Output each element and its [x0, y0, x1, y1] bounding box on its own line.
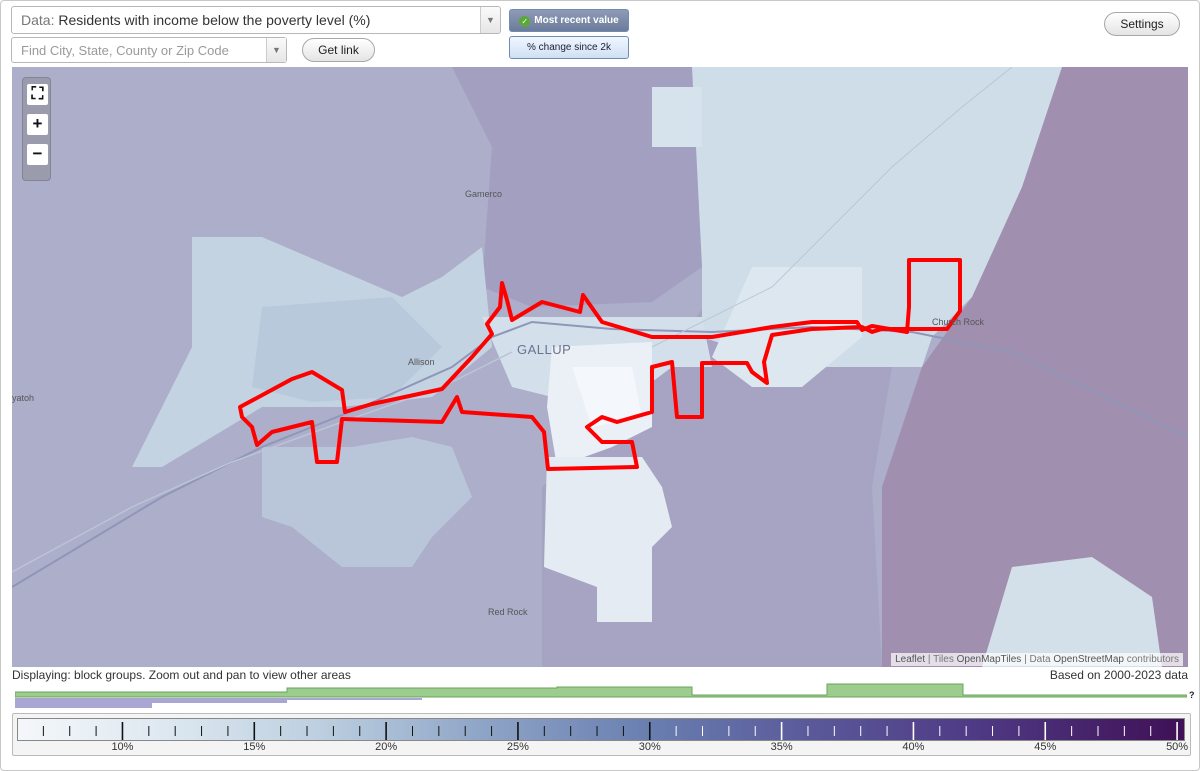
timeline-purple-band — [15, 698, 422, 703]
place-label-allison: Allison — [408, 357, 435, 367]
chevron-down-icon[interactable]: ▼ — [480, 7, 500, 33]
region-south-west — [262, 437, 472, 567]
legend-ticks — [42, 722, 1178, 740]
displaying-note: Displaying: block groups. Zoom out and p… — [12, 668, 351, 682]
timeline-help-icon[interactable]: ? — [1189, 690, 1195, 700]
highway-line — [12, 320, 1188, 588]
zoom-in-button[interactable]: + — [27, 114, 48, 135]
legend-tick-label: 35% — [770, 741, 793, 753]
percent-change-button[interactable]: % change since 2k — [509, 36, 629, 59]
most-recent-value-label: Most recent value — [534, 15, 619, 26]
region-se-light — [982, 557, 1162, 667]
legend-tick-label: 10% — [111, 741, 134, 753]
choropleth-layer — [12, 67, 1188, 667]
legend-tick-label: 25% — [506, 741, 529, 753]
search-input[interactable] — [12, 38, 262, 62]
legend-tick-label: 30% — [638, 741, 661, 753]
place-label-yatoh: yatoh — [12, 393, 35, 403]
place-label-gamerco: Gamerco — [465, 189, 503, 199]
chevron-down-icon[interactable]: ▼ — [266, 38, 286, 62]
data-select[interactable]: Data: Residents with income below the po… — [11, 6, 501, 34]
legend-tick-label: 15% — [243, 741, 266, 753]
zoom-out-button[interactable]: − — [27, 144, 48, 165]
region-east-purple — [882, 67, 1188, 667]
attribution-contrib: contributors — [1123, 654, 1179, 665]
timeline-green-band — [15, 683, 1187, 698]
river-line — [651, 67, 1013, 348]
city-label-gallup: GALLUP — [517, 342, 572, 357]
map-attribution: Leaflet | Tiles OpenMapTiles | Data Open… — [891, 653, 1183, 666]
location-search[interactable]: ▼ — [11, 37, 287, 63]
most-recent-value-button[interactable]: ✓ Most recent value — [509, 9, 629, 32]
attribution-sep: | Data — [1021, 654, 1054, 665]
color-legend: 10% 15% 20% 25% 30% 35% 40% 45% 50% — [12, 713, 1191, 756]
legend-tick-label: 45% — [1034, 741, 1057, 753]
leaflet-link[interactable]: Leaflet — [895, 654, 926, 665]
region-north-dark — [452, 67, 712, 307]
checkmark-icon: ✓ — [519, 16, 531, 27]
railway-line — [12, 351, 513, 573]
data-value: Residents with income below the poverty … — [58, 12, 371, 28]
zoom-controls: ⛶ + − — [22, 77, 51, 181]
get-link-button[interactable]: Get link — [302, 38, 375, 62]
legend-tick-label: 40% — [902, 741, 925, 753]
settings-button[interactable]: Settings — [1104, 12, 1180, 36]
timeline-purple-block — [15, 698, 152, 708]
legend-tick-label: 20% — [375, 741, 398, 753]
openstreetmap-link[interactable]: OpenStreetMap — [1053, 654, 1124, 665]
legend-gradient — [17, 718, 1185, 741]
fit-bounds-icon[interactable]: ⛶ — [27, 84, 48, 105]
region-south-light — [544, 457, 672, 622]
legend-tick-label: 50% — [1166, 741, 1189, 753]
attribution-sep: | Tiles — [925, 654, 957, 665]
place-label-red-rock: Red Rock — [488, 607, 528, 617]
data-years-note: Based on 2000-2023 data — [1049, 668, 1188, 682]
map-canvas[interactable]: GALLUP Gamerco Allison Church Rock Red R… — [12, 67, 1188, 667]
place-label-church-rock: Church Rock — [932, 317, 985, 327]
gallup-boundary — [238, 258, 962, 471]
region-ne-patch — [652, 87, 702, 147]
region-central-lightest — [572, 367, 642, 427]
openmaptiles-link[interactable]: OpenMapTiles — [956, 654, 1022, 665]
coverage-timeline[interactable] — [15, 683, 1187, 711]
data-prefix: Data: — [21, 12, 55, 28]
